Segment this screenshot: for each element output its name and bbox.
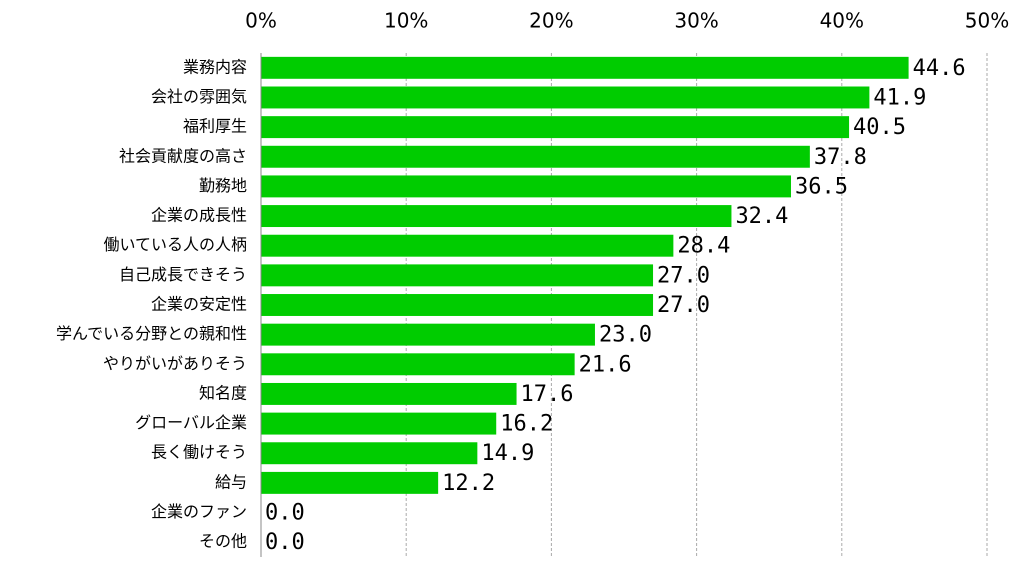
value-label: 44.6 — [913, 56, 966, 81]
bar — [261, 442, 478, 465]
x-tick-label: 20% — [529, 9, 573, 33]
y-tick-label: 働いている人の人柄 — [103, 235, 247, 254]
value-label: 21.6 — [579, 352, 632, 377]
x-tick-label: 10% — [384, 9, 428, 33]
bar — [261, 116, 850, 139]
bar — [261, 175, 791, 198]
y-tick-label: 知名度 — [199, 383, 247, 402]
value-label: 12.2 — [442, 471, 495, 496]
y-tick-label: 業務内容 — [183, 57, 247, 76]
y-tick-label: 福利厚生 — [183, 117, 247, 136]
x-tick-label: 40% — [820, 9, 864, 33]
bar — [261, 382, 517, 405]
y-tick-label: 社会貢献度の高さ — [119, 146, 247, 165]
value-label: 0.0 — [265, 530, 305, 555]
bar — [261, 145, 810, 168]
value-label: 41.9 — [873, 85, 926, 110]
bar — [261, 234, 674, 257]
y-tick-label: 企業のファン — [151, 502, 247, 521]
y-tick-label: その他 — [199, 532, 247, 551]
value-label: 36.5 — [795, 174, 848, 199]
value-label: 28.4 — [677, 234, 730, 259]
value-label: 17.6 — [521, 382, 574, 407]
y-tick-label: 勤務地 — [199, 176, 247, 195]
y-tick-label: 企業の成長性 — [151, 206, 247, 225]
x-tick-label: 0% — [245, 9, 277, 33]
value-label: 14.9 — [481, 441, 534, 466]
y-tick-label: 給与 — [215, 472, 247, 491]
bar — [261, 353, 575, 376]
bar — [261, 56, 909, 79]
value-label: 40.5 — [853, 115, 906, 140]
bar — [261, 471, 439, 494]
value-label: 23.0 — [599, 323, 652, 348]
y-tick-label: 会社の雰囲気 — [151, 87, 247, 106]
bar — [261, 294, 654, 316]
value-label: 0.0 — [265, 501, 305, 526]
y-tick-label: 企業の安定性 — [151, 295, 247, 314]
y-tick-label: グローバル企業 — [135, 413, 247, 432]
bar — [261, 86, 870, 109]
bar — [261, 323, 595, 346]
y-tick-label: 長く働けそう — [151, 443, 247, 462]
bar — [261, 264, 654, 287]
y-tick-label: 自己成長できそう — [119, 265, 247, 284]
value-label: 16.2 — [500, 412, 553, 437]
value-label: 27.0 — [657, 263, 710, 288]
bar — [261, 412, 497, 435]
x-tick-label: 50% — [965, 9, 1009, 33]
x-tick-label: 30% — [674, 9, 718, 33]
y-tick-label: やりがいがありそう — [103, 354, 247, 373]
value-label: 27.0 — [657, 293, 710, 318]
bar — [261, 205, 732, 228]
y-tick-label: 学んでいる分野との親和性 — [56, 324, 247, 343]
value-label: 32.4 — [735, 204, 788, 229]
value-label: 37.8 — [814, 145, 867, 170]
